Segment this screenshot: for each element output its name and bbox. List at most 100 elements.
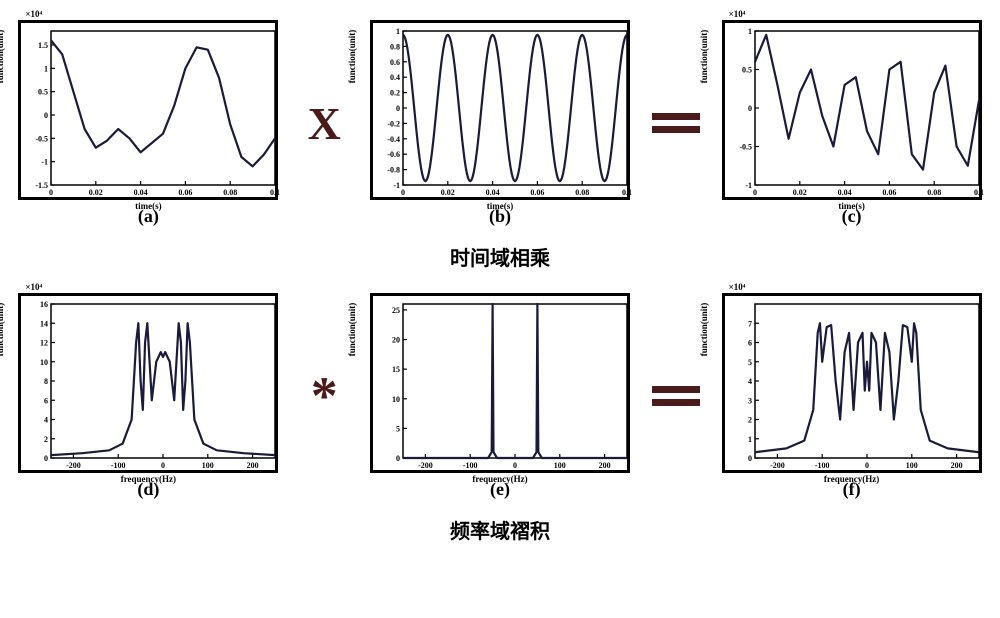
svg-text:-1: -1 [745, 181, 752, 190]
svg-text:-1.5: -1.5 [36, 181, 49, 190]
chart-e: -200-10001002000510152025function(unit)f… [370, 293, 630, 473]
svg-text:1.5: 1.5 [38, 41, 48, 50]
chart-b-wrap: 0 0.02 0.04 0.06 0.08 0.1 -1 -0.8 -0.6 -0.4 -0.2 0 0… [370, 20, 630, 227]
chart-e-wrap: -200-10001002000510152025function(unit)f… [370, 293, 630, 500]
svg-text:5: 5 [396, 424, 400, 433]
svg-text:0: 0 [748, 454, 752, 463]
svg-text:0.04: 0.04 [486, 188, 500, 197]
svg-text:0.8: 0.8 [390, 42, 400, 51]
svg-text:4: 4 [748, 377, 752, 386]
svg-text:-0.6: -0.6 [387, 150, 400, 159]
convolve-operator: * [299, 365, 349, 427]
svg-text:200: 200 [950, 461, 962, 470]
equals-bar [652, 386, 700, 393]
equals-operator-2 [651, 386, 701, 406]
svg-text:0: 0 [49, 188, 53, 197]
svg-text:16: 16 [40, 300, 48, 309]
svg-text:-0.8: -0.8 [387, 165, 400, 174]
svg-text:1: 1 [748, 434, 752, 443]
svg-text:0: 0 [865, 461, 869, 470]
svg-text:0.1: 0.1 [974, 188, 984, 197]
svg-text:0.1: 0.1 [622, 188, 632, 197]
svg-text:0: 0 [396, 104, 400, 113]
svg-text:0.06: 0.06 [179, 188, 193, 197]
svg-text:14: 14 [40, 319, 48, 328]
chart-f-wrap: -200-100010020001234567function(unit)fre… [722, 293, 982, 500]
svg-text:3: 3 [748, 396, 752, 405]
svg-text:0: 0 [513, 461, 517, 470]
svg-text:0.4: 0.4 [390, 73, 400, 82]
svg-text:0.02: 0.02 [89, 188, 103, 197]
svg-text:-0.5: -0.5 [36, 134, 49, 143]
svg-text:-200: -200 [66, 461, 81, 470]
chart-a: 00.020.040.060.080.1-1.5-1-0.500.511.5fu… [18, 20, 278, 200]
svg-text:1: 1 [396, 27, 400, 36]
svg-text:100: 100 [554, 461, 566, 470]
svg-text:0: 0 [44, 454, 48, 463]
svg-text:0.08: 0.08 [927, 188, 941, 197]
svg-text:-100: -100 [111, 461, 126, 470]
chart-b: 0 0.02 0.04 0.06 0.08 0.1 -1 -0.8 -0.6 -0.4 -0.2 0 0… [370, 20, 630, 200]
svg-text:0.06: 0.06 [530, 188, 544, 197]
svg-text:6: 6 [44, 396, 48, 405]
svg-text:-0.4: -0.4 [387, 134, 400, 143]
svg-text:0.5: 0.5 [742, 65, 752, 74]
svg-text:10: 10 [40, 357, 48, 366]
svg-text:0.04: 0.04 [134, 188, 148, 197]
svg-text:0.08: 0.08 [575, 188, 589, 197]
chart-d: -200-10001002000246810121416function(uni… [18, 293, 278, 473]
equals-bar [652, 113, 700, 120]
svg-text:2: 2 [748, 415, 752, 424]
svg-text:0.06: 0.06 [882, 188, 896, 197]
svg-text:0.1: 0.1 [270, 188, 280, 197]
svg-text:0: 0 [748, 104, 752, 113]
svg-text:0.2: 0.2 [390, 88, 400, 97]
chart-d-wrap: -200-10001002000246810121416function(uni… [18, 293, 278, 500]
svg-text:0.02: 0.02 [441, 188, 455, 197]
svg-text:0.04: 0.04 [837, 188, 851, 197]
chart-a-wrap: 00.020.040.060.080.1-1.5-1-0.500.511.5fu… [18, 20, 278, 227]
svg-text:-200: -200 [770, 461, 785, 470]
chart-c-wrap: 00.020.040.060.080.1-1-0.500.51function(… [722, 20, 982, 227]
svg-text:0: 0 [44, 111, 48, 120]
svg-text:5: 5 [748, 357, 752, 366]
caption-freq-domain: 频率域褶积 [8, 515, 992, 544]
svg-text:10: 10 [392, 394, 400, 403]
svg-text:7: 7 [748, 319, 752, 328]
svg-text:15: 15 [392, 365, 400, 374]
svg-text:-0.2: -0.2 [387, 119, 400, 128]
svg-text:-100: -100 [814, 461, 829, 470]
svg-text:-1: -1 [42, 157, 49, 166]
svg-text:8: 8 [44, 377, 48, 386]
equals-bar [652, 126, 700, 133]
svg-text:0: 0 [753, 188, 757, 197]
svg-text:-1: -1 [393, 181, 400, 190]
svg-text:0.6: 0.6 [390, 57, 400, 66]
svg-text:-200: -200 [418, 461, 433, 470]
top-row: 00.020.040.060.080.1-1.5-1-0.500.511.5fu… [8, 8, 992, 238]
equals-bar [652, 399, 700, 406]
svg-text:1: 1 [748, 27, 752, 36]
svg-text:1: 1 [44, 64, 48, 73]
svg-text:0.08: 0.08 [224, 188, 238, 197]
bottom-row: -200-10001002000246810121416function(uni… [8, 281, 992, 511]
svg-text:0.02: 0.02 [792, 188, 806, 197]
multiply-operator: X [299, 97, 349, 150]
svg-text:25: 25 [392, 305, 400, 314]
svg-text:12: 12 [40, 338, 48, 347]
caption-time-domain: 时间域相乘 [8, 242, 992, 271]
svg-text:-100: -100 [463, 461, 478, 470]
svg-text:100: 100 [905, 461, 917, 470]
svg-text:0: 0 [396, 454, 400, 463]
svg-text:20: 20 [392, 335, 400, 344]
chart-c: 00.020.040.060.080.1-1-0.500.51function(… [722, 20, 982, 200]
svg-text:4: 4 [44, 415, 48, 424]
svg-text:200: 200 [599, 461, 611, 470]
svg-text:-0.5: -0.5 [739, 142, 752, 151]
svg-text:0: 0 [401, 188, 405, 197]
equals-operator-1 [651, 113, 701, 133]
svg-text:200: 200 [247, 461, 259, 470]
svg-text:2: 2 [44, 434, 48, 443]
chart-f: -200-100010020001234567function(unit)fre… [722, 293, 982, 473]
svg-text:6: 6 [748, 338, 752, 347]
